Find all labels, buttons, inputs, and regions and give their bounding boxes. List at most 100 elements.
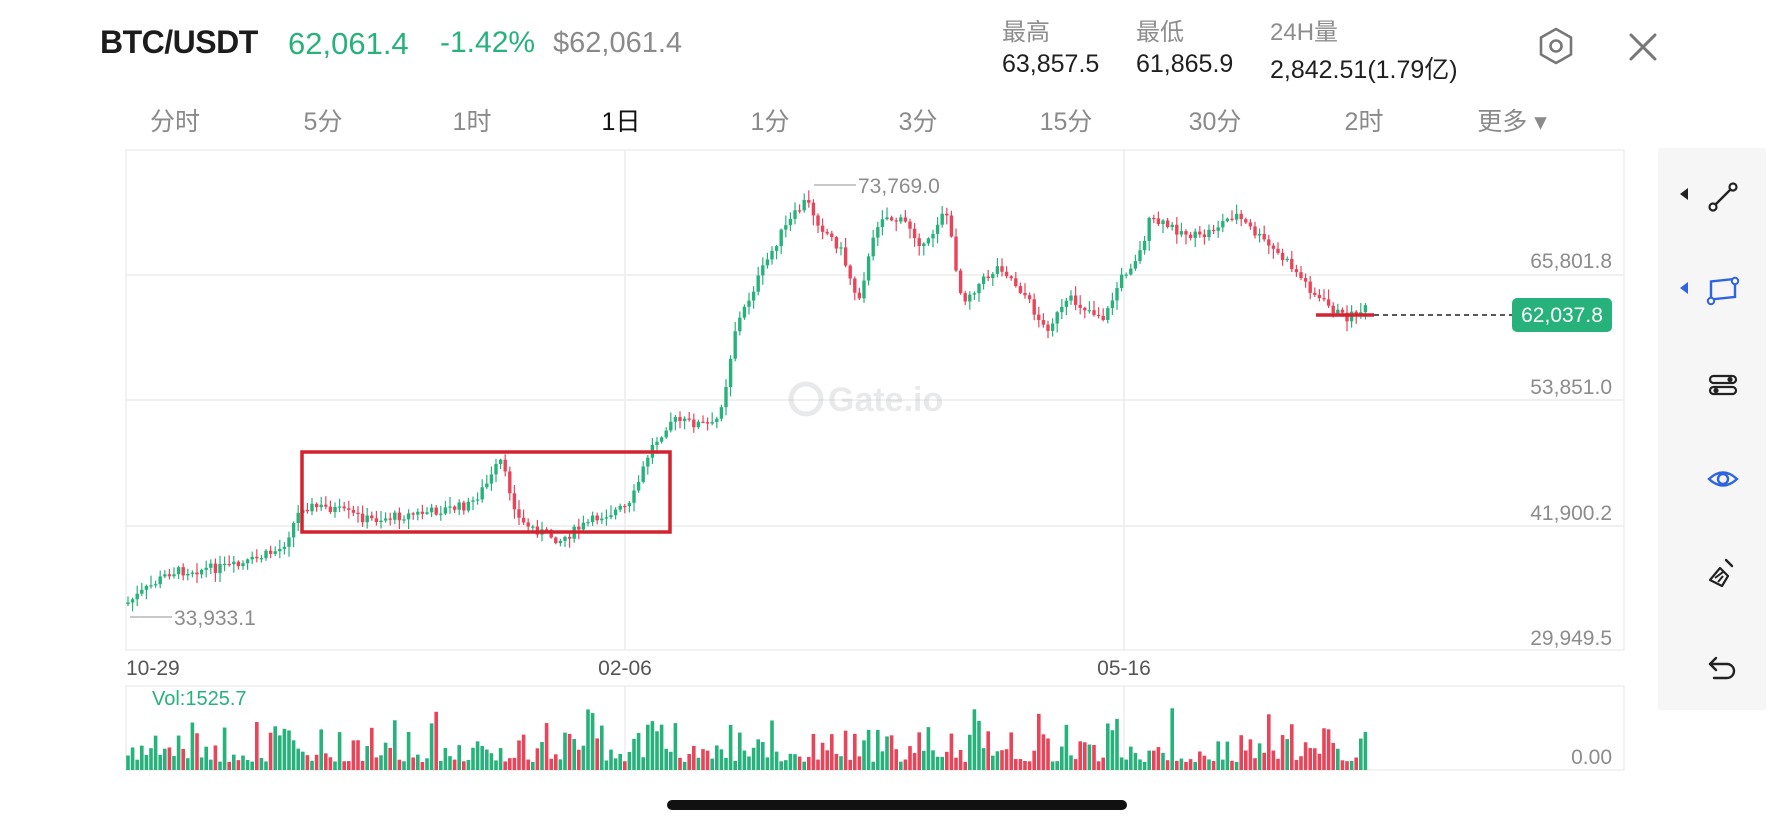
candle-body bbox=[581, 522, 586, 530]
candle-body bbox=[429, 507, 434, 513]
candle-body bbox=[1285, 258, 1289, 261]
candle-body bbox=[1345, 312, 1349, 322]
clear-drawings-tool[interactable] bbox=[1658, 542, 1766, 602]
stat-high-label: 最高 bbox=[1002, 19, 1050, 46]
candle-body bbox=[1193, 231, 1197, 238]
chart-frame bbox=[125, 149, 1625, 651]
volume-bar bbox=[1027, 761, 1032, 770]
candle-body bbox=[232, 561, 236, 565]
volume-bar bbox=[811, 733, 816, 770]
volume-bar bbox=[356, 740, 360, 770]
undo-tool[interactable] bbox=[1658, 636, 1766, 696]
candle-body bbox=[770, 250, 774, 260]
volume-bar bbox=[250, 761, 254, 770]
candle-body bbox=[1050, 323, 1055, 331]
tab-more[interactable]: 更多 ▾ bbox=[1477, 108, 1547, 136]
volume-bar bbox=[181, 748, 185, 770]
volume-bar bbox=[1248, 739, 1253, 770]
candle-body bbox=[1248, 222, 1253, 227]
indicator-settings-tool[interactable] bbox=[1658, 354, 1766, 414]
candle-body bbox=[475, 499, 480, 501]
volume-bar bbox=[995, 751, 1000, 770]
tab-timeline[interactable]: 分时 bbox=[149, 108, 201, 136]
eraser-brush-icon bbox=[1708, 558, 1734, 588]
volume-bar bbox=[1041, 734, 1046, 770]
volume-bar bbox=[558, 759, 563, 770]
volume-bar bbox=[1308, 748, 1312, 770]
tab-2h[interactable]: 2时 bbox=[1344, 108, 1384, 136]
volume-bar bbox=[163, 748, 167, 770]
volume-bar bbox=[301, 751, 305, 770]
volume-bar bbox=[471, 747, 475, 770]
rectangle-tool[interactable] bbox=[1658, 260, 1766, 320]
candle-body bbox=[466, 501, 471, 511]
volume-bar bbox=[1115, 718, 1119, 770]
volume-bar bbox=[337, 732, 342, 770]
volume-bar bbox=[457, 745, 461, 770]
volume-bar bbox=[1303, 742, 1308, 770]
candle-body bbox=[365, 515, 369, 523]
hexagon-settings-icon[interactable] bbox=[1536, 26, 1576, 66]
volume-bar bbox=[940, 756, 944, 770]
volume-bar bbox=[1276, 758, 1280, 770]
candle-body bbox=[195, 572, 199, 575]
candle-body bbox=[673, 417, 678, 422]
candle-body bbox=[1014, 278, 1018, 287]
candle-body bbox=[153, 584, 158, 586]
candle-body bbox=[945, 213, 949, 216]
volume-bar bbox=[1280, 735, 1285, 770]
pair-title[interactable]: BTC/USDT bbox=[100, 24, 258, 60]
candle-body bbox=[1133, 261, 1138, 269]
candle-body bbox=[1326, 299, 1331, 306]
tab-1m[interactable]: 1分 bbox=[750, 108, 790, 136]
candle-body bbox=[521, 517, 526, 523]
candle-body bbox=[958, 270, 963, 294]
volume-bar bbox=[604, 760, 609, 770]
candle-body bbox=[830, 233, 834, 238]
tab-1h[interactable]: 1时 bbox=[452, 108, 492, 136]
candle-body bbox=[1313, 292, 1317, 295]
volume-bar bbox=[1064, 724, 1069, 770]
highlight-rectangle[interactable] bbox=[300, 450, 672, 534]
candle-body bbox=[889, 217, 894, 221]
tab-3m[interactable]: 3分 bbox=[898, 108, 938, 136]
volume-bar bbox=[747, 756, 751, 770]
volume-bar bbox=[255, 721, 259, 770]
candle-body bbox=[1188, 234, 1193, 238]
candle-body bbox=[995, 266, 1000, 274]
candle-body bbox=[595, 515, 599, 521]
candle-body bbox=[765, 259, 770, 266]
candle-body bbox=[738, 317, 742, 332]
volume-bar bbox=[393, 720, 397, 770]
tab-5m[interactable]: 5分 bbox=[303, 108, 343, 136]
candle-body bbox=[779, 229, 783, 247]
volume-bar bbox=[765, 757, 770, 770]
volume-bar bbox=[1156, 747, 1161, 770]
volume-bar bbox=[1188, 759, 1193, 770]
trendline-tool[interactable] bbox=[1658, 166, 1766, 226]
candle-body bbox=[544, 529, 549, 531]
date-label: 10-29 bbox=[126, 657, 180, 680]
volume-bar bbox=[149, 748, 153, 770]
tab-1d[interactable]: 1日 bbox=[601, 108, 641, 136]
tab-30m[interactable]: 30分 bbox=[1188, 108, 1242, 136]
candle-body bbox=[259, 558, 264, 560]
volume-bar bbox=[820, 742, 825, 770]
candle-body bbox=[1069, 295, 1073, 301]
volume-bar bbox=[816, 759, 820, 770]
volume-bar bbox=[949, 733, 954, 770]
volume-bar bbox=[641, 757, 645, 770]
candle-body bbox=[443, 507, 448, 514]
visibility-tool[interactable] bbox=[1658, 448, 1766, 508]
candle-body bbox=[912, 228, 917, 239]
candle-body bbox=[922, 243, 926, 247]
volume-bar bbox=[1299, 756, 1303, 770]
volume-bar bbox=[793, 754, 797, 770]
volume-bar bbox=[692, 745, 696, 770]
candle-body bbox=[825, 231, 829, 234]
close-icon[interactable] bbox=[1626, 30, 1660, 64]
volume-bar bbox=[411, 757, 415, 770]
date-label: 02-06 bbox=[598, 657, 652, 680]
volume-bar bbox=[1106, 723, 1110, 770]
tab-15m[interactable]: 15分 bbox=[1039, 108, 1093, 136]
